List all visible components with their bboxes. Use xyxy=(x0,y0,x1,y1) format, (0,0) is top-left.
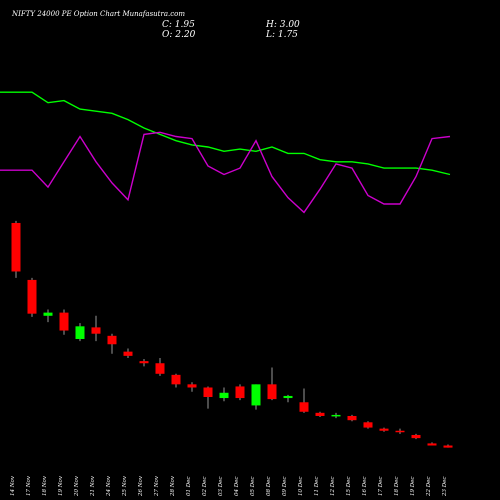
candle-body xyxy=(299,402,309,412)
candle xyxy=(203,386,213,409)
candle-body xyxy=(251,384,261,406)
candle-body xyxy=(363,422,373,428)
x-tick-label: 10 Dec xyxy=(298,477,304,497)
series-line-1 xyxy=(0,91,451,176)
candle-body xyxy=(11,222,21,272)
candle xyxy=(395,428,405,434)
x-tick-label: 17 Dec xyxy=(378,477,384,497)
candle-body xyxy=(139,361,149,364)
candle xyxy=(11,220,21,278)
series-line-2 xyxy=(0,131,451,214)
x-tick-label: 24 Nov xyxy=(106,475,112,497)
x-tick-label: 25 Nov xyxy=(122,475,128,497)
candle-body xyxy=(187,384,197,388)
candle-layer xyxy=(11,220,453,448)
x-tick-label: 20 Nov xyxy=(74,475,80,497)
x-tick-label: 21 Nov xyxy=(90,475,96,497)
candle xyxy=(427,442,437,446)
candle-body xyxy=(91,327,101,334)
close-readout: C: 1.95 xyxy=(162,20,195,30)
candle-body xyxy=(203,387,213,397)
candle-body xyxy=(315,412,325,416)
candle xyxy=(171,373,181,388)
x-tick-label: 04 Dec xyxy=(234,477,240,497)
candle-body xyxy=(443,445,453,448)
candle-body xyxy=(75,326,85,339)
candle xyxy=(43,309,53,323)
candle xyxy=(283,394,293,403)
candle-body xyxy=(395,430,405,433)
candle-body xyxy=(107,335,117,345)
candle xyxy=(299,388,309,413)
chart-title: NIFTY 24000 PE Option Chart Munafasutra.… xyxy=(11,10,185,18)
candle-body xyxy=(411,434,421,439)
candle-body xyxy=(171,374,181,385)
x-tick-label: 02 Dec xyxy=(202,477,208,497)
x-tick-label: 18 Dec xyxy=(394,477,400,497)
x-tick-label: 26 Nov xyxy=(138,475,144,497)
x-tick-label: 27 Nov xyxy=(154,475,160,497)
candle xyxy=(379,427,389,432)
candle xyxy=(27,277,37,317)
candle xyxy=(187,382,197,392)
x-tick-label: 03 Dec xyxy=(218,477,224,497)
x-tick-label: 16 Dec xyxy=(362,477,368,497)
candle xyxy=(411,433,421,440)
x-tick-label: 08 Dec xyxy=(266,477,272,497)
x-tick-label: 18 Nov xyxy=(42,475,48,496)
open-readout: O: 2.20 xyxy=(162,30,196,40)
candle xyxy=(123,348,133,358)
x-tick-label: 19 Dec xyxy=(410,477,416,497)
x-tick-label: 17 Nov xyxy=(26,475,32,496)
candle xyxy=(155,357,165,376)
candle xyxy=(219,387,229,402)
candle-body xyxy=(59,312,69,331)
candle xyxy=(251,384,261,410)
candle-body xyxy=(235,386,245,399)
candle xyxy=(443,444,453,448)
x-tick-label: 28 Nov xyxy=(170,475,176,497)
candle-body xyxy=(283,395,293,399)
candle-body xyxy=(27,279,37,314)
candle xyxy=(139,359,149,367)
candle-body xyxy=(43,312,53,316)
candle-body xyxy=(427,443,437,446)
candle xyxy=(347,414,357,422)
candle-body xyxy=(267,384,277,400)
candle xyxy=(235,384,245,401)
candle xyxy=(59,309,69,335)
candle-body xyxy=(155,363,165,374)
x-tick-label: 19 Nov xyxy=(58,475,64,496)
low-readout: L: 1.75 xyxy=(265,30,298,40)
x-tick-label: 05 Dec xyxy=(250,477,256,497)
x-tick-label: 12 Dec xyxy=(330,477,336,497)
candle xyxy=(75,323,85,342)
candle-body xyxy=(379,428,389,431)
candle-body xyxy=(219,392,229,399)
high-readout: H: 3.00 xyxy=(265,20,300,30)
candle xyxy=(315,411,325,418)
x-axis: 14 Nov 17 Nov 18 Nov 19 Nov 20 Nov 21 Nov 24 N… xyxy=(10,475,448,497)
x-tick-label: 14 Nov xyxy=(10,475,16,496)
x-tick-label: 15 Dec xyxy=(346,477,352,497)
x-tick-label: 22 Dec xyxy=(426,477,432,498)
x-tick-label: 01 Dec xyxy=(186,477,192,497)
candle-body xyxy=(347,415,357,421)
series-layer xyxy=(0,91,451,214)
x-tick-label: 09 Dec xyxy=(282,477,288,497)
candle xyxy=(331,412,341,419)
x-tick-label: 23 Dec xyxy=(442,477,448,498)
candle-body xyxy=(123,351,133,356)
candle-body xyxy=(331,414,341,417)
candle xyxy=(363,421,373,429)
candle xyxy=(91,315,101,342)
x-tick-label: 11 Dec xyxy=(314,477,320,497)
candle xyxy=(107,333,117,354)
candle xyxy=(267,367,277,401)
